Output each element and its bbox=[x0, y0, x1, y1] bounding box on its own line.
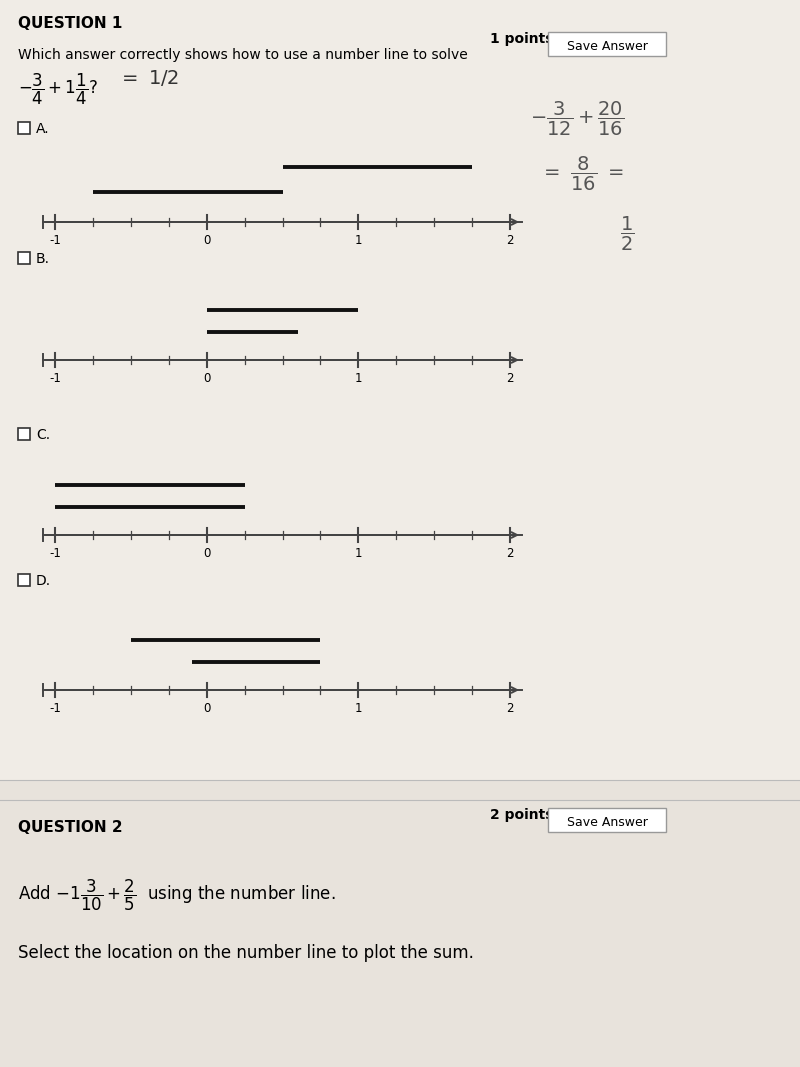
Text: Which answer correctly shows how to use a number line to solve: Which answer correctly shows how to use … bbox=[18, 48, 468, 62]
FancyBboxPatch shape bbox=[548, 808, 666, 832]
Text: 1: 1 bbox=[354, 547, 362, 560]
Text: QUESTION 2: QUESTION 2 bbox=[18, 821, 122, 835]
Text: -1: -1 bbox=[49, 234, 61, 246]
Text: C.: C. bbox=[36, 428, 50, 442]
Text: 2: 2 bbox=[506, 547, 514, 560]
Bar bbox=[18, 574, 30, 586]
Text: 1: 1 bbox=[354, 702, 362, 715]
Bar bbox=[18, 252, 30, 264]
Text: 2: 2 bbox=[506, 702, 514, 715]
FancyBboxPatch shape bbox=[548, 32, 666, 55]
Text: 2: 2 bbox=[506, 372, 514, 385]
Text: Save Answer: Save Answer bbox=[566, 816, 647, 829]
Bar bbox=[0, 780, 800, 1067]
Text: Add $-1\dfrac{3}{10}+\dfrac{2}{5}$  using the number line.: Add $-1\dfrac{3}{10}+\dfrac{2}{5}$ using… bbox=[18, 878, 335, 913]
Text: B.: B. bbox=[36, 252, 50, 266]
Text: QUESTION 1: QUESTION 1 bbox=[18, 16, 122, 31]
Text: $-\dfrac{3}{12}+\dfrac{20}{16}$: $-\dfrac{3}{12}+\dfrac{20}{16}$ bbox=[530, 100, 624, 138]
Text: 0: 0 bbox=[203, 372, 210, 385]
Text: -1: -1 bbox=[49, 547, 61, 560]
Text: $-\dfrac{3}{4}+1\dfrac{1}{4}$?: $-\dfrac{3}{4}+1\dfrac{1}{4}$? bbox=[18, 71, 98, 107]
Text: 1: 1 bbox=[354, 372, 362, 385]
Text: 0: 0 bbox=[203, 702, 210, 715]
Text: $= \ 1/2$: $= \ 1/2$ bbox=[118, 68, 179, 87]
Text: Save Answer: Save Answer bbox=[566, 39, 647, 53]
Text: 1: 1 bbox=[354, 234, 362, 246]
Text: D.: D. bbox=[36, 574, 51, 588]
Text: 2 points: 2 points bbox=[490, 808, 554, 822]
Bar bbox=[18, 122, 30, 134]
Text: $\dfrac{1}{2}$: $\dfrac{1}{2}$ bbox=[620, 214, 634, 253]
Bar bbox=[0, 0, 800, 780]
Text: 2: 2 bbox=[506, 234, 514, 246]
Text: $= \ \dfrac{8}{16} \ =$: $= \ \dfrac{8}{16} \ =$ bbox=[540, 155, 624, 193]
Text: -1: -1 bbox=[49, 372, 61, 385]
Text: 0: 0 bbox=[203, 234, 210, 246]
Text: A.: A. bbox=[36, 122, 50, 136]
Bar bbox=[18, 428, 30, 440]
Text: 1 points: 1 points bbox=[490, 32, 554, 46]
Text: 0: 0 bbox=[203, 547, 210, 560]
Text: -1: -1 bbox=[49, 702, 61, 715]
Text: Select the location on the number line to plot the sum.: Select the location on the number line t… bbox=[18, 944, 474, 962]
